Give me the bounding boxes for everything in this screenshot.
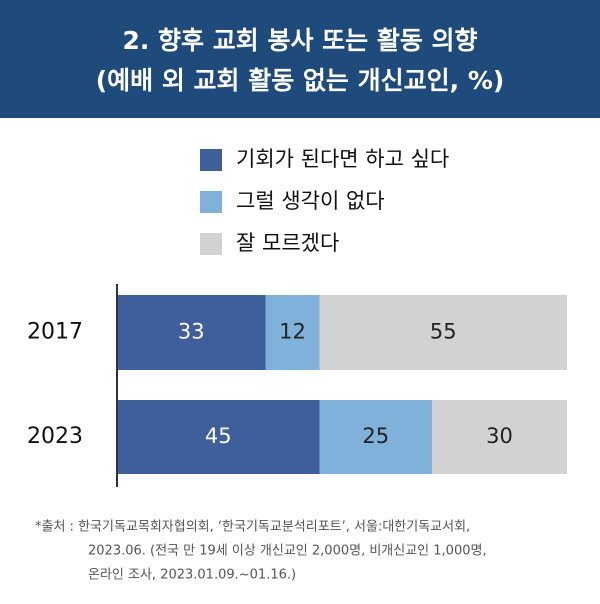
- y-tick-label: 2023: [27, 424, 83, 449]
- chart-subtitle: (예배 외 교회 활동 없는 개신교인, %): [96, 66, 505, 95]
- legend-swatch: [200, 233, 222, 255]
- data-label: 45: [205, 424, 232, 448]
- bar-segment: [117, 400, 320, 474]
- bar-segment: [117, 295, 266, 370]
- legend-label: 기회가 된다면 하고 싶다: [236, 147, 449, 171]
- bar-segment: [432, 400, 567, 474]
- data-label: 33: [178, 320, 205, 344]
- bar-segment: [319, 295, 567, 370]
- data-label: 25: [362, 424, 389, 448]
- bar-segment: [319, 400, 432, 474]
- data-label: 55: [430, 320, 457, 344]
- legend-swatch: [200, 191, 222, 213]
- chart-title: 2. 향후 교회 봉사 또는 활동 의향: [122, 26, 477, 55]
- legend-label: 잘 모르겠다: [236, 231, 339, 255]
- data-label: 12: [279, 320, 306, 344]
- legend-label: 그럴 생각이 없다: [236, 189, 385, 213]
- footnote: 2023.06. (전국 만 19세 이상 개신교인 2,000명, 비개신교인…: [88, 544, 487, 559]
- legend-swatch: [200, 149, 222, 171]
- y-tick-label: 2017: [27, 320, 83, 345]
- footnote: 온라인 조사, 2023.01.09.~01.16.): [88, 568, 296, 583]
- title-banner: [0, 0, 600, 118]
- footnote: *출처 : 한국기독교목회자협의회, ‘한국기독교분석리포트’, 서울:대한기독…: [35, 520, 470, 535]
- bar-segment: [265, 295, 320, 370]
- data-label: 30: [486, 424, 513, 448]
